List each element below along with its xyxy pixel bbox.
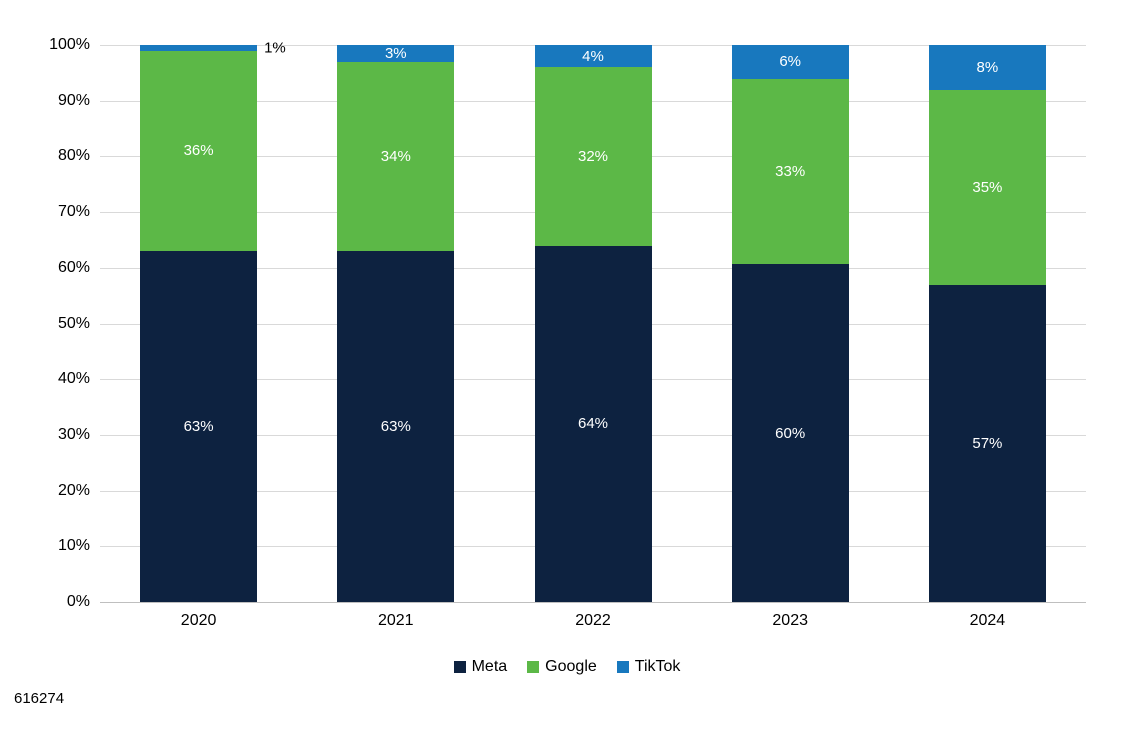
segment-tiktok-2023: 6% [731,45,849,79]
segment-meta-2020: 63% [140,251,258,602]
legend-label: Google [545,658,597,675]
segment-google-2023: 33% [731,78,849,265]
bar-2024: 57% 35% 8% [928,45,1046,602]
y-tick-label: 100% [49,36,90,53]
segment-meta-2024: 57% [928,284,1046,602]
legend-item-google: Google [527,658,597,676]
plot-area: 63% 36% 1% 63% 34% 3% 64% 32% 4% 60% 33% 6% 57% 35% 8% [100,40,1086,603]
segment-meta-2023: 60% [731,264,849,602]
y-tick-label: 30% [57,425,90,443]
segment-label: 63% [183,418,214,436]
bar-2021: 63% 34% 3% [337,44,455,602]
legend-swatch-icon [453,661,466,673]
footer-note: 616274 [14,690,65,707]
segment-label: 57% [972,434,1003,452]
y-tick-label: 10% [57,537,90,555]
segment-google-2022: 32% [534,67,652,246]
segment-tiktok-2022: 4% [534,45,652,68]
y-tick-label: 0% [66,593,90,610]
legend-label: Meta [471,658,508,675]
segment-google-2020: 36% [140,50,258,252]
x-axis-line [100,602,1086,603]
y-tick-label: 70% [57,203,90,221]
y-tick-label: 50% [57,314,90,332]
x-tick-label: 2020 [180,612,217,629]
y-tick-label: 80% [57,147,90,165]
x-tick-label: 2024 [969,612,1006,629]
bar-2023: 60% 33% 6% [731,45,849,602]
segment-tiktok-2020: 1% [140,40,286,55]
segment-meta-2021: 63% [337,251,455,602]
legend-item-tiktok: TikTok [616,658,681,676]
legend-swatch-icon [527,661,540,673]
segment-label: 8% [976,58,999,76]
segment-label: 36% [183,142,214,160]
segment-label: 3% [384,44,407,62]
segment-label: 34% [380,147,411,165]
segment-meta-2022: 64% [534,245,652,602]
bar-2022: 64% 32% 4% [534,45,652,602]
legend-swatch-icon [616,661,629,673]
x-tick-label: 2021 [377,612,414,629]
segment-label: 6% [779,53,802,71]
segment-label: 63% [380,418,411,436]
x-tick-label: 2023 [772,612,808,629]
y-tick-label: 20% [57,481,90,499]
segment-label: 64% [577,415,609,433]
legend-label: TikTok [634,658,681,675]
segment-label: 4% [582,47,604,65]
segment-label: 32% [577,147,609,165]
y-tick-label: 90% [57,91,90,109]
segment-google-2024: 35% [928,89,1046,285]
segment-label: 33% [775,163,806,181]
bar-2020: 63% 36% 1% [140,40,286,602]
segment-label: 1% [264,39,286,57]
legend-item-meta: Meta [453,658,508,676]
y-tick-label: 40% [57,370,90,388]
legend: Meta Google TikTok [0,658,1134,676]
x-tick-label: 2022 [575,612,611,629]
segment-google-2021: 34% [337,61,455,252]
segment-label: 60% [775,424,806,442]
segment-tiktok-2024: 8% [928,45,1046,90]
segment-label: 35% [972,178,1003,196]
segment-tiktok-2021: 3% [337,44,455,62]
y-tick-label: 60% [57,258,90,276]
